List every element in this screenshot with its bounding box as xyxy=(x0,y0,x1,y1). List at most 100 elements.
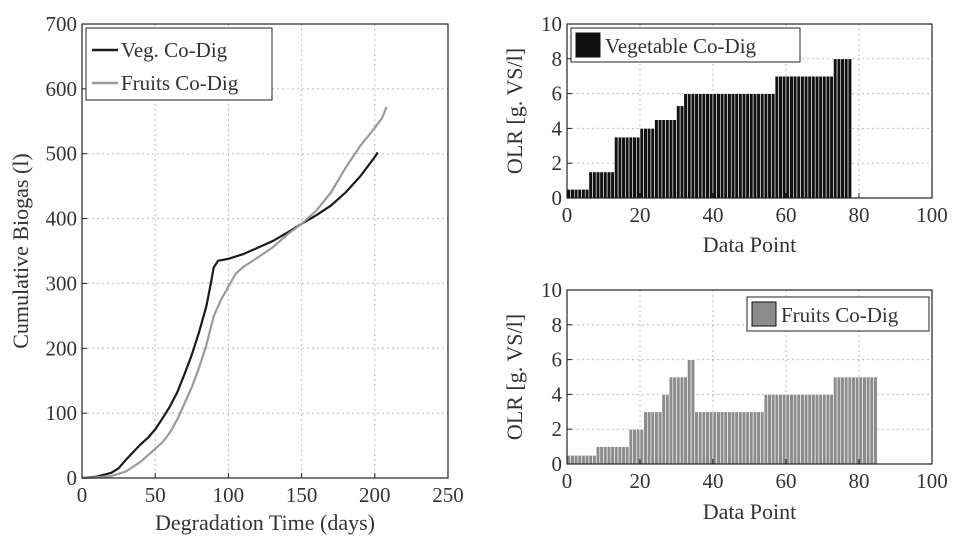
legend-swatch xyxy=(751,301,777,327)
bar xyxy=(592,454,597,465)
bar xyxy=(687,93,692,199)
bar xyxy=(577,189,582,199)
bar xyxy=(727,93,732,199)
x-tick-label: 0 xyxy=(77,483,88,507)
bar xyxy=(778,394,783,465)
bar xyxy=(723,411,728,465)
bar xyxy=(610,171,615,199)
bar xyxy=(789,75,794,199)
bar xyxy=(698,93,703,199)
bar xyxy=(595,446,601,465)
bar xyxy=(687,359,692,465)
bar xyxy=(639,428,644,465)
bar xyxy=(778,75,783,199)
bar xyxy=(632,136,637,199)
bar xyxy=(749,411,754,465)
y-tick-label: 100 xyxy=(46,401,78,425)
bar xyxy=(665,119,670,199)
bar xyxy=(825,75,831,199)
bar xyxy=(822,75,827,199)
bar xyxy=(792,75,798,199)
legend-label: Fruits Co-Dig xyxy=(121,71,239,95)
bar xyxy=(844,376,849,465)
bar xyxy=(698,411,703,465)
bar xyxy=(800,394,805,465)
bar xyxy=(836,58,842,199)
x-tick-label: 80 xyxy=(849,469,870,493)
y-tick-label: 2 xyxy=(552,417,563,441)
y-tick-label: 2 xyxy=(552,151,563,175)
bar xyxy=(814,75,820,199)
x-axis-label: Data Point xyxy=(703,499,797,524)
y-tick-label: 200 xyxy=(46,336,78,360)
bar xyxy=(683,376,688,465)
bar xyxy=(840,376,845,465)
bar xyxy=(745,93,750,199)
y-tick-label: 0 xyxy=(552,186,563,210)
y-tick-label: 6 xyxy=(552,348,563,372)
bar xyxy=(767,93,772,199)
bar xyxy=(665,394,670,465)
bar xyxy=(654,119,659,199)
bar xyxy=(581,454,586,465)
bar xyxy=(811,75,816,199)
x-axis-label: Data Point xyxy=(703,232,797,257)
bar xyxy=(625,136,630,199)
bar xyxy=(825,394,831,465)
bar xyxy=(796,75,801,199)
x-axis-label: Degradation Time (days) xyxy=(155,510,375,535)
legend: Veg. Co-Dig Fruits Co-Dig xyxy=(85,27,273,101)
x-tick-label: 40 xyxy=(703,203,724,227)
series-line-1 xyxy=(81,151,379,480)
legend-label: Vegetable Co-Dig xyxy=(605,34,757,58)
x-tick-label: 150 xyxy=(286,483,318,507)
bar xyxy=(617,136,623,199)
bar xyxy=(683,93,688,199)
bar xyxy=(749,93,754,199)
y-tick-label: 600 xyxy=(46,77,78,101)
bar xyxy=(719,411,725,465)
bar xyxy=(829,75,834,199)
bar xyxy=(679,105,685,199)
legend-swatch xyxy=(575,32,601,58)
bar xyxy=(595,171,601,199)
bar xyxy=(836,376,842,465)
bar xyxy=(712,411,717,465)
bar xyxy=(599,171,604,199)
bar xyxy=(814,394,820,465)
bar xyxy=(573,189,579,199)
bar xyxy=(792,394,798,465)
legend-box xyxy=(746,296,930,332)
bar xyxy=(873,376,878,465)
bar xyxy=(636,136,641,199)
bar xyxy=(752,411,758,465)
y-tick-label: 10 xyxy=(541,12,562,36)
chart-panel-1: 0 50 100 150 200 250 0 100 200 300 400 500 600 700 Deg… xyxy=(8,12,464,535)
legend: Vegetable Co-Dig xyxy=(570,27,801,63)
bar xyxy=(734,93,739,199)
bar xyxy=(833,376,838,465)
x-tick-label: 40 xyxy=(703,469,724,493)
y-tick-label: 700 xyxy=(46,12,78,36)
y-tick-label: 4 xyxy=(552,116,563,140)
bar xyxy=(855,376,860,465)
bar xyxy=(654,411,659,465)
x-tick-label: 20 xyxy=(630,203,651,227)
bar xyxy=(570,454,575,465)
bar xyxy=(869,376,874,465)
bar xyxy=(676,376,681,465)
bar xyxy=(657,119,663,199)
bar xyxy=(811,394,816,465)
bar xyxy=(851,376,856,465)
bar xyxy=(614,446,619,465)
y-axis-label: OLR [g. VS/l] xyxy=(502,314,527,440)
bar xyxy=(701,93,706,199)
y-tick-label: 8 xyxy=(552,313,563,337)
legend-box xyxy=(85,27,273,101)
bar xyxy=(760,411,765,465)
bar xyxy=(807,75,812,199)
bar xyxy=(774,394,779,465)
bar xyxy=(803,75,809,199)
axes-frame xyxy=(566,289,933,465)
bar xyxy=(592,171,597,199)
